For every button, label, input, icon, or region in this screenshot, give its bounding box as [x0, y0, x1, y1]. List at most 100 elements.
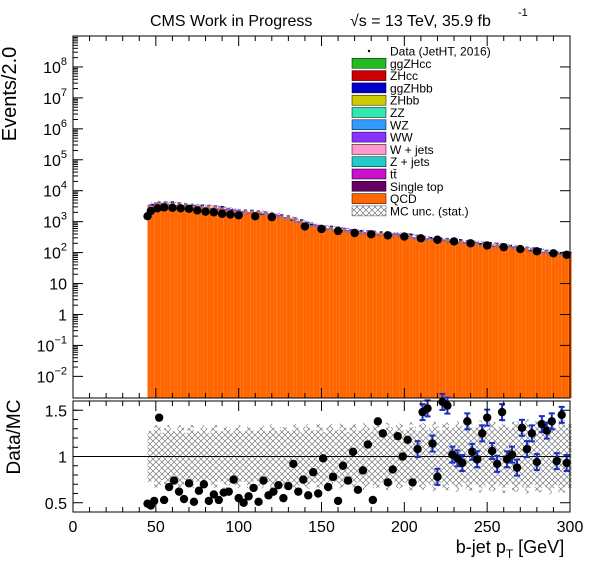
qcd-bar: [309, 225, 314, 398]
mc-unc-segment: [213, 205, 218, 212]
ratio-point: [179, 494, 189, 504]
y-tick-label: 10−1: [37, 334, 67, 355]
main-panel: 10−2 10−1 1 10 102 103 104 105 106 107 108 Events/…: [0, 35, 572, 399]
qcd-bar: [303, 224, 307, 398]
ratio-point: [492, 459, 502, 469]
qcd-bar: [150, 205, 155, 398]
data-point: [466, 239, 475, 248]
y-tick-label: 107: [43, 87, 67, 108]
ratio-point: [294, 487, 303, 496]
qcd-bar: [336, 227, 340, 398]
qcd-bar: [492, 247, 496, 398]
y-axis-label: Events/2.0: [0, 47, 21, 142]
qcd-bar: [405, 237, 410, 398]
ratio-point: [299, 475, 308, 484]
qcd-bar: [558, 254, 562, 398]
mc-unc-segment: [183, 202, 188, 209]
qcd-bar: [349, 230, 353, 398]
ratio-axes: 0.5 1 1.5 0 50 100 150 200 250 300: [45, 401, 584, 536]
legend: Data (JetHT, 2016)ggZHccZHccggZHbbZHbbZZ…: [351, 45, 491, 218]
mc-unc-segment: [233, 208, 238, 215]
mc-unc-segment: [396, 232, 400, 239]
mc-unc-segment: [207, 204, 211, 211]
qcd-bar: [472, 243, 476, 398]
header-energy: √s = 13 TeV, 35.9 fb: [350, 13, 491, 30]
qcd-bar: [392, 234, 397, 398]
qcd-bar: [260, 215, 264, 398]
qcd-bar: [495, 244, 499, 398]
mc-unc-segment: [299, 219, 304, 226]
x-tick-label: 300: [557, 519, 584, 536]
y-tick-label: 106: [43, 118, 67, 139]
qcd-bar: [296, 222, 300, 398]
qcd-bar: [498, 247, 503, 398]
mc-unc-segment: [309, 221, 314, 228]
qcd-bar: [452, 239, 456, 398]
mc-unc-segment: [495, 242, 499, 249]
mc-unc-segment: [459, 239, 463, 246]
ratio-point: [239, 498, 248, 507]
mc-unc-segment: [250, 209, 254, 216]
ratio-point: [477, 429, 487, 438]
ratio-point: [482, 413, 492, 422]
data-point: [251, 212, 260, 221]
qcd-bar: [419, 239, 423, 398]
legend-swatch-mc-unc: [351, 205, 387, 217]
data-point: [159, 203, 169, 212]
ratio-point: [562, 458, 571, 468]
ratio-point: [199, 480, 209, 489]
ratio-point: [487, 446, 497, 456]
legend-swatch-zjets: [351, 156, 387, 167]
mc-unc-segment: [359, 229, 363, 236]
data-point: [217, 209, 227, 218]
legend-label: QCD: [390, 192, 417, 206]
qcd-bar: [286, 216, 291, 398]
data-point: [499, 242, 508, 252]
qcd-bar: [223, 210, 228, 398]
mc-stack-bars: [147, 201, 572, 398]
data-point: [201, 207, 210, 216]
mc-unc-segment: [240, 208, 244, 215]
ratio-point: [318, 454, 328, 463]
qcd-bar: [323, 226, 327, 398]
ratio-point: [368, 495, 378, 505]
data-point: [350, 228, 359, 238]
mc-unc-segment: [280, 213, 284, 220]
ratio-point: [388, 465, 397, 474]
legend-swatch-wz: [351, 119, 387, 131]
legend-label: MC unc. (stat.): [390, 204, 469, 218]
mc-unc-segment: [210, 204, 214, 211]
mc-unc-segment: [326, 225, 330, 232]
mc-unc-segment: [392, 231, 397, 238]
qcd-bar: [290, 220, 294, 398]
ratio-point: [458, 458, 467, 468]
ratio-point: [274, 480, 283, 490]
qcd-bar: [531, 248, 536, 398]
qcd-bar: [243, 211, 247, 398]
legend-label: ZZ: [390, 106, 405, 120]
qcd-bar: [372, 232, 377, 398]
qcd-bar: [415, 236, 420, 398]
qcd-bar: [187, 206, 191, 398]
qcd-bar: [306, 223, 310, 398]
qcd-bar: [200, 206, 204, 398]
qcd-bar: [174, 206, 178, 398]
qcd-bar: [396, 234, 400, 398]
qcd-bar: [508, 246, 513, 398]
ratio-point: [403, 435, 412, 445]
mc-unc-segment: [475, 240, 479, 247]
qcd-bar: [180, 206, 184, 398]
data-point: [532, 247, 542, 256]
qcd-bar: [535, 252, 539, 398]
data-point: [168, 203, 177, 213]
mc-unc-segment: [376, 230, 380, 237]
ratio-point: [423, 404, 432, 413]
qcd-bar: [432, 239, 436, 398]
data-point: [433, 235, 442, 244]
mc-unc-segment: [425, 235, 430, 242]
qcd-bar: [409, 235, 413, 398]
mc-unc-segment: [193, 203, 198, 210]
mc-unc-segment: [150, 202, 155, 209]
qcd-bar: [147, 206, 151, 398]
qcd-bar: [256, 211, 261, 398]
